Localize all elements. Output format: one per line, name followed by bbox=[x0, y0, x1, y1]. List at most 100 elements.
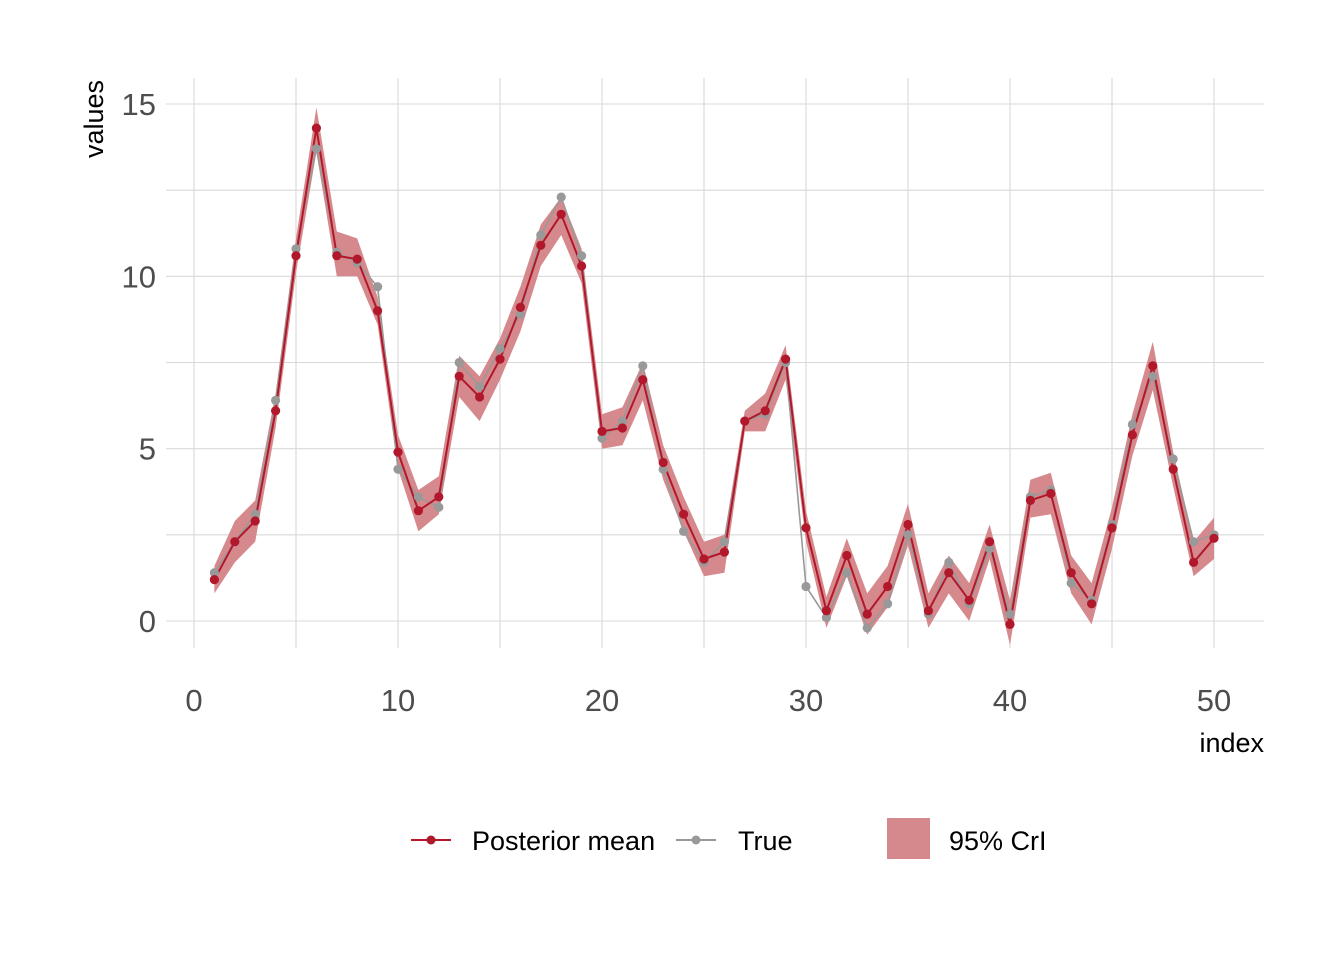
point-true-15 bbox=[495, 344, 505, 354]
point-true-22 bbox=[638, 361, 648, 371]
point-true-32 bbox=[842, 568, 852, 578]
point-true-39 bbox=[985, 544, 995, 554]
x-tick-label-20: 20 bbox=[585, 683, 619, 718]
x-axis-title: index bbox=[1199, 728, 1264, 758]
point-true-10 bbox=[393, 464, 403, 474]
series-lines bbox=[213, 127, 1215, 630]
y-axis-title: values bbox=[79, 80, 109, 158]
point-posterior-mean-33 bbox=[862, 609, 872, 619]
point-posterior-mean-12 bbox=[434, 492, 444, 502]
legend-item-95-crl: 95% CrI bbox=[887, 818, 1047, 859]
point-posterior-mean-4 bbox=[271, 406, 281, 416]
point-posterior-mean-5 bbox=[291, 251, 301, 261]
point-true-16 bbox=[515, 309, 526, 319]
point-posterior-mean-47 bbox=[1148, 361, 1158, 371]
point-true-11 bbox=[413, 492, 423, 502]
point-posterior-mean-42 bbox=[1046, 488, 1056, 499]
grid bbox=[166, 78, 1264, 648]
point-posterior-mean-8 bbox=[352, 254, 362, 264]
point-posterior-mean-10 bbox=[393, 447, 403, 457]
point-posterior-mean-23 bbox=[658, 457, 668, 468]
point-true-43 bbox=[1066, 578, 1076, 588]
y-tick-label-0: 0 bbox=[139, 604, 156, 639]
point-true-49 bbox=[1189, 537, 1199, 547]
point-posterior-mean-1 bbox=[209, 575, 219, 585]
point-posterior-mean-39 bbox=[985, 537, 995, 547]
point-posterior-mean-21 bbox=[617, 423, 628, 433]
point-true-35 bbox=[903, 530, 913, 540]
point-true-13 bbox=[454, 357, 464, 368]
x-tick-label-50: 50 bbox=[1197, 683, 1231, 718]
legend-label-true: True bbox=[738, 826, 793, 856]
point-posterior-mean-44 bbox=[1087, 599, 1097, 609]
x-tick-label-40: 40 bbox=[993, 683, 1027, 718]
legend-item-true: True bbox=[676, 826, 793, 856]
band-area bbox=[214, 107, 1214, 646]
point-posterior-mean-37 bbox=[944, 568, 954, 578]
point-true-3 bbox=[250, 509, 260, 519]
point-true-12 bbox=[434, 502, 444, 512]
legend-label-95-crl: 95% CrI bbox=[949, 826, 1047, 856]
point-posterior-mean-13 bbox=[454, 371, 464, 381]
point-posterior-mean-6 bbox=[311, 123, 321, 133]
point-posterior-mean-32 bbox=[842, 550, 852, 561]
point-true-17 bbox=[536, 230, 546, 240]
point-true-31 bbox=[821, 613, 832, 623]
point-posterior-mean-7 bbox=[332, 251, 342, 261]
credible-interval-band bbox=[214, 107, 1214, 646]
point-posterior-mean-35 bbox=[903, 519, 913, 530]
x-axis-ticks: 0 10 20 30 40 50 bbox=[185, 683, 1231, 718]
point-true-6 bbox=[311, 144, 321, 154]
point-posterior-mean-22 bbox=[638, 375, 648, 385]
point-true-19 bbox=[577, 251, 587, 261]
point-posterior-mean-46 bbox=[1127, 430, 1137, 440]
point-true-47 bbox=[1148, 371, 1158, 381]
legend-item-posterior-mean: Posterior mean bbox=[411, 826, 655, 856]
point-true-20 bbox=[597, 433, 607, 443]
point-true-18 bbox=[556, 192, 566, 202]
point-posterior-mean-14 bbox=[475, 392, 485, 402]
point-true-23 bbox=[658, 464, 668, 474]
point-posterior-mean-3 bbox=[250, 516, 260, 526]
series-points bbox=[209, 123, 1219, 633]
point-posterior-mean-20 bbox=[597, 426, 607, 436]
point-posterior-mean-45 bbox=[1107, 523, 1117, 533]
point-posterior-mean-38 bbox=[964, 595, 974, 605]
point-true-14 bbox=[475, 382, 485, 392]
legend: Posterior mean True 95% CrI bbox=[411, 818, 1047, 859]
point-true-33 bbox=[862, 623, 872, 633]
point-true-5 bbox=[291, 244, 301, 254]
point-posterior-mean-48 bbox=[1168, 464, 1178, 474]
x-tick-label-30: 30 bbox=[789, 683, 823, 718]
y-tick-label-5: 5 bbox=[139, 432, 156, 467]
point-true-30 bbox=[801, 581, 811, 592]
point-posterior-mean-26 bbox=[719, 547, 730, 557]
point-posterior-mean-43 bbox=[1066, 568, 1076, 578]
point-posterior-mean-17 bbox=[536, 240, 546, 250]
point-posterior-mean-34 bbox=[883, 581, 893, 592]
y-tick-label-10: 10 bbox=[122, 259, 156, 294]
point-posterior-mean-41 bbox=[1025, 495, 1035, 505]
point-true-40 bbox=[1005, 609, 1015, 619]
x-tick-label-0: 0 bbox=[185, 683, 202, 718]
point-posterior-mean-24 bbox=[679, 509, 689, 519]
legend-label-posterior-mean: Posterior mean bbox=[472, 826, 655, 856]
point-true-48 bbox=[1168, 454, 1178, 464]
point-posterior-mean-9 bbox=[373, 306, 383, 316]
y-tick-label-15: 15 bbox=[122, 87, 156, 122]
point-true-4 bbox=[271, 395, 281, 405]
point-posterior-mean-40 bbox=[1005, 619, 1015, 630]
x-tick-label-10: 10 bbox=[381, 683, 415, 718]
point-posterior-mean-25 bbox=[699, 554, 709, 564]
point-posterior-mean-27 bbox=[740, 416, 750, 426]
point-posterior-mean-18 bbox=[556, 209, 566, 219]
point-posterior-mean-16 bbox=[515, 302, 526, 312]
point-posterior-mean-49 bbox=[1189, 557, 1199, 568]
point-posterior-mean-50 bbox=[1209, 533, 1219, 543]
point-posterior-mean-30 bbox=[801, 523, 811, 533]
point-true-37 bbox=[944, 557, 954, 568]
y-axis-ticks: 0 5 10 15 bbox=[122, 87, 156, 639]
point-true-9 bbox=[373, 282, 383, 292]
point-posterior-mean-19 bbox=[577, 261, 587, 271]
